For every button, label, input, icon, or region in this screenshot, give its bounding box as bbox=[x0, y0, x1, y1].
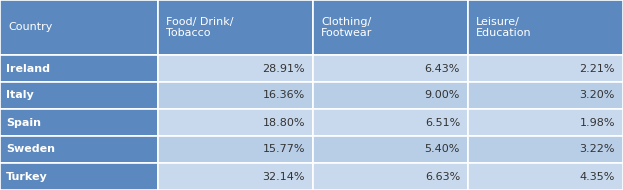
Bar bbox=[0, 109, 158, 136]
Bar bbox=[313, 55, 468, 82]
Bar bbox=[0, 82, 158, 109]
Text: Sweden: Sweden bbox=[6, 145, 55, 154]
Text: Food/ Drink/
Tobacco: Food/ Drink/ Tobacco bbox=[166, 17, 234, 38]
Text: 28.91%: 28.91% bbox=[262, 63, 305, 74]
Text: 18.80%: 18.80% bbox=[262, 117, 305, 127]
Text: Clothing/
Footwear: Clothing/ Footwear bbox=[321, 17, 373, 38]
Text: Turkey: Turkey bbox=[6, 172, 48, 181]
Bar bbox=[313, 0, 468, 55]
Text: 16.36%: 16.36% bbox=[263, 90, 305, 101]
Bar bbox=[313, 136, 468, 163]
Text: Spain: Spain bbox=[6, 117, 41, 127]
Bar bbox=[158, 55, 313, 82]
Text: Ireland: Ireland bbox=[6, 63, 50, 74]
Text: 4.35%: 4.35% bbox=[579, 172, 615, 181]
Bar bbox=[0, 136, 158, 163]
Bar bbox=[158, 82, 313, 109]
Text: 6.63%: 6.63% bbox=[425, 172, 460, 181]
Text: 6.43%: 6.43% bbox=[425, 63, 460, 74]
Text: 3.20%: 3.20% bbox=[579, 90, 615, 101]
Bar bbox=[0, 0, 158, 55]
Text: Leisure/
Education: Leisure/ Education bbox=[476, 17, 531, 38]
Text: 9.00%: 9.00% bbox=[425, 90, 460, 101]
Bar bbox=[468, 0, 623, 55]
Text: 6.51%: 6.51% bbox=[425, 117, 460, 127]
Text: 2.21%: 2.21% bbox=[579, 63, 615, 74]
Bar bbox=[158, 109, 313, 136]
Text: 1.98%: 1.98% bbox=[579, 117, 615, 127]
Bar bbox=[158, 136, 313, 163]
Text: 32.14%: 32.14% bbox=[262, 172, 305, 181]
Bar bbox=[158, 0, 313, 55]
Text: Italy: Italy bbox=[6, 90, 34, 101]
Bar bbox=[313, 163, 468, 190]
Bar bbox=[313, 109, 468, 136]
Bar bbox=[0, 55, 158, 82]
Bar bbox=[468, 82, 623, 109]
Bar bbox=[158, 163, 313, 190]
Bar bbox=[0, 163, 158, 190]
Text: 5.40%: 5.40% bbox=[425, 145, 460, 154]
Bar bbox=[468, 109, 623, 136]
Text: 15.77%: 15.77% bbox=[262, 145, 305, 154]
Bar bbox=[313, 82, 468, 109]
Bar bbox=[468, 55, 623, 82]
Text: Country: Country bbox=[8, 22, 52, 32]
Text: 3.22%: 3.22% bbox=[579, 145, 615, 154]
Bar bbox=[468, 163, 623, 190]
Bar bbox=[468, 136, 623, 163]
